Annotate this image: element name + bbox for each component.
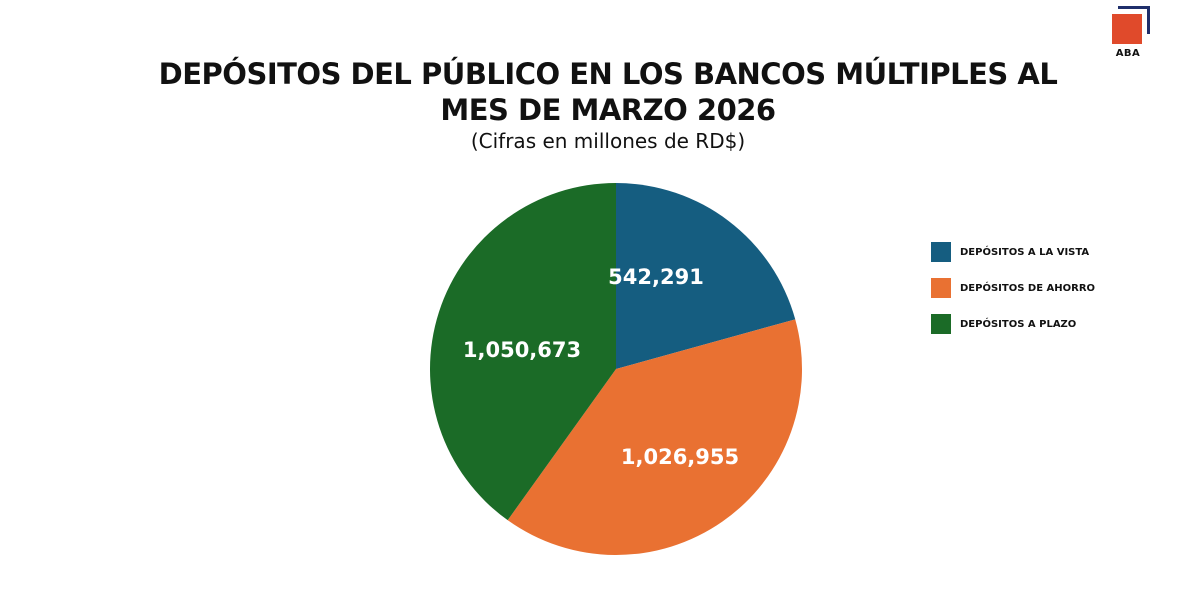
chart-subtitle: (Cifras en millones de RD$) (470, 129, 746, 153)
legend-label-1: DEPÓSITOS A LA VISTA (960, 246, 1090, 258)
legend-swatch-2 (931, 278, 951, 298)
chart-title: DEPÓSITOS DEL PÚBLICO EN LOS BANCOS MÚLT… (100, 56, 1116, 128)
pie-slice-1 (616, 182, 796, 369)
legend-swatch-1 (931, 242, 951, 262)
legend-item-2: DEPÓSITOS DE AHORRO (931, 276, 1095, 300)
chart-title-line-1: DEPÓSITOS DEL PÚBLICO EN LOS BANCOS MÚLT… (158, 57, 1058, 91)
legend-item-1: DEPÓSITOS A LA VISTA (931, 240, 1095, 264)
pie-slice-2 (507, 319, 803, 556)
slice-data-label-2: 1,026,955 (621, 445, 739, 469)
aba-logo: ABA (1108, 4, 1156, 62)
logo-corner-mark (1118, 6, 1150, 34)
legend-item-3: DEPÓSITOS A PLAZO (931, 312, 1095, 336)
legend-label-2: DEPÓSITOS DE AHORRO (960, 282, 1096, 294)
legend-swatch-3 (931, 314, 951, 334)
logo-square-mark (1112, 14, 1142, 44)
chart-title-line-2: MES DE MARZO 2026 (440, 93, 776, 127)
legend-label-3: DEPÓSITOS A PLAZO (960, 318, 1077, 330)
slice-data-label-1: 542,291 (608, 265, 704, 289)
chart-legend: DEPÓSITOS A LA VISTA DEPÓSITOS DE AHORRO D… (931, 240, 1095, 348)
slice-data-label-3: 1,050,673 (463, 338, 581, 362)
logo-text: ABA (1115, 48, 1141, 59)
pie-slice-3 (429, 183, 616, 521)
